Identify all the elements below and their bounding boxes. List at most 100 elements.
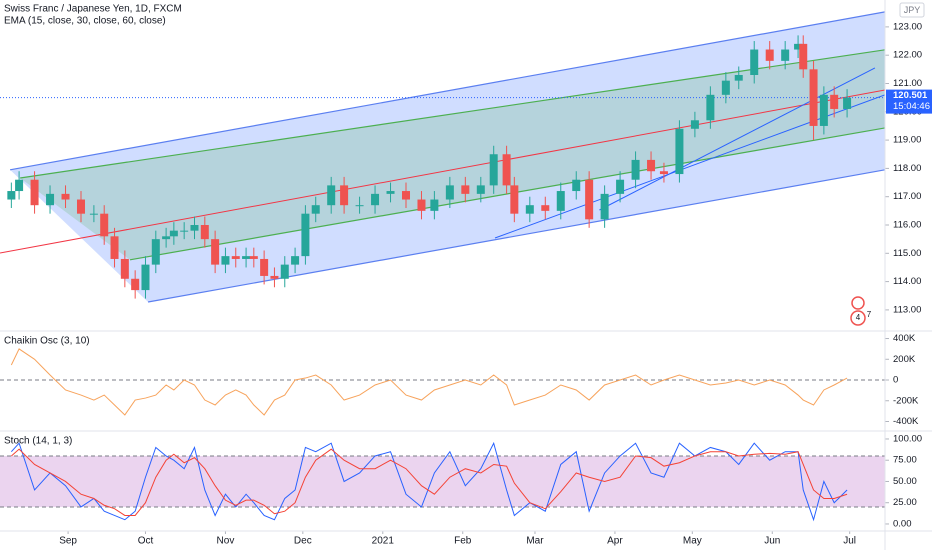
y-tick-label: 200K xyxy=(893,354,916,365)
y-tick-label: 50.00 xyxy=(893,476,917,487)
y-tick-label: 113.00 xyxy=(893,304,921,315)
candle-body xyxy=(76,199,85,214)
channel-line xyxy=(129,127,885,261)
pane-title: Chaikin Osc (3, 10) xyxy=(4,336,90,347)
currency-box[interactable] xyxy=(899,2,925,18)
x-tick-label: May xyxy=(683,536,702,547)
x-tick-label: Sep xyxy=(59,536,77,547)
x-tick-label: Feb xyxy=(454,536,472,547)
candle-body xyxy=(89,213,98,215)
candle-body xyxy=(600,193,609,220)
y-tick-label: 122.00 xyxy=(893,50,922,61)
candle-body xyxy=(616,179,625,194)
countdown-label: 15:04:46 xyxy=(893,101,930,112)
price-label-box xyxy=(886,89,932,114)
candle-body xyxy=(781,49,790,61)
pane xyxy=(0,441,885,522)
candle-body xyxy=(585,179,594,220)
candle-body xyxy=(489,154,498,186)
indicator-line xyxy=(10,348,848,416)
y-tick-label: 123.00 xyxy=(893,21,922,32)
candle-body xyxy=(647,159,656,172)
y-tick-label: 117.00 xyxy=(893,191,921,202)
candle-body xyxy=(734,75,743,81)
indicator-line xyxy=(10,441,848,522)
y-tick-label: 400K xyxy=(893,333,916,344)
candle-body xyxy=(311,205,320,214)
candle-body xyxy=(260,258,269,276)
candle-body xyxy=(721,80,730,95)
badge-text: 7 xyxy=(867,310,872,319)
candle-body xyxy=(750,49,759,75)
candle-body xyxy=(120,258,129,279)
candle-body xyxy=(830,94,839,109)
y-tick-label: 114.00 xyxy=(893,276,921,287)
candle-body xyxy=(476,185,485,194)
indicator-line xyxy=(11,448,848,516)
candle-body xyxy=(386,191,395,194)
candle-body xyxy=(794,43,803,50)
x-tick-label: Jul xyxy=(843,536,856,547)
candle-body xyxy=(7,191,16,200)
chart-title: Swiss Franc / Japanese Yen, 1D, FXCM xyxy=(4,4,182,15)
candle-body xyxy=(706,94,715,121)
x-tick-label: Apr xyxy=(607,536,623,547)
candle-body xyxy=(572,179,581,192)
candle-body xyxy=(765,49,774,61)
candle-body xyxy=(110,236,119,259)
candle-body xyxy=(631,159,640,180)
candle-body xyxy=(141,264,150,291)
pane xyxy=(0,11,885,303)
candle-body xyxy=(430,199,439,211)
x-tick-label: 2021 xyxy=(372,536,395,547)
alert-icon[interactable] xyxy=(850,310,866,326)
candle-body xyxy=(270,275,279,279)
candle-body xyxy=(242,256,251,259)
candle-body xyxy=(445,185,454,200)
badge-text: 4 xyxy=(856,313,861,322)
candle-body xyxy=(659,171,668,175)
candle-body xyxy=(180,230,189,232)
trend-line xyxy=(0,89,885,254)
candle-body xyxy=(355,205,364,207)
candle-body xyxy=(221,256,230,265)
y-tick-label: 100.00 xyxy=(893,433,922,444)
candle-body xyxy=(200,225,209,240)
candle-body xyxy=(131,278,140,291)
y-tick-label: 75.00 xyxy=(893,455,917,466)
candle-body xyxy=(61,193,70,200)
candle-body xyxy=(280,264,289,279)
candle-body xyxy=(30,179,39,206)
candle-body xyxy=(690,120,699,129)
candle-body xyxy=(819,94,828,126)
y-tick-label: 119.00 xyxy=(893,135,921,146)
candle-body xyxy=(327,185,336,206)
candle-body xyxy=(211,239,220,265)
candle-body xyxy=(461,185,470,194)
y-tick-label: -400K xyxy=(893,416,919,427)
y-tick-label: 116.00 xyxy=(893,220,921,231)
candle-body xyxy=(231,256,240,259)
x-tick-label: Dec xyxy=(294,536,312,547)
candle-body xyxy=(843,97,852,109)
x-tick-label: Oct xyxy=(138,536,154,547)
candle-body xyxy=(402,191,411,200)
candle-body xyxy=(556,191,565,211)
channel-fill xyxy=(10,11,885,302)
alert-icon[interactable] xyxy=(851,296,865,310)
band xyxy=(0,455,885,507)
candle-body xyxy=(162,236,171,240)
candle-body xyxy=(291,256,300,265)
pane-title: Stoch (14, 1, 3) xyxy=(4,436,72,447)
y-tick-label: 0 xyxy=(893,375,898,386)
candle-body xyxy=(301,213,310,257)
y-tick-label: -200K xyxy=(893,395,919,406)
candle-body xyxy=(675,128,684,175)
candle-body xyxy=(417,199,426,211)
candle-body xyxy=(809,69,818,126)
currency-label: JPY xyxy=(904,5,921,15)
candle-body xyxy=(502,154,511,186)
